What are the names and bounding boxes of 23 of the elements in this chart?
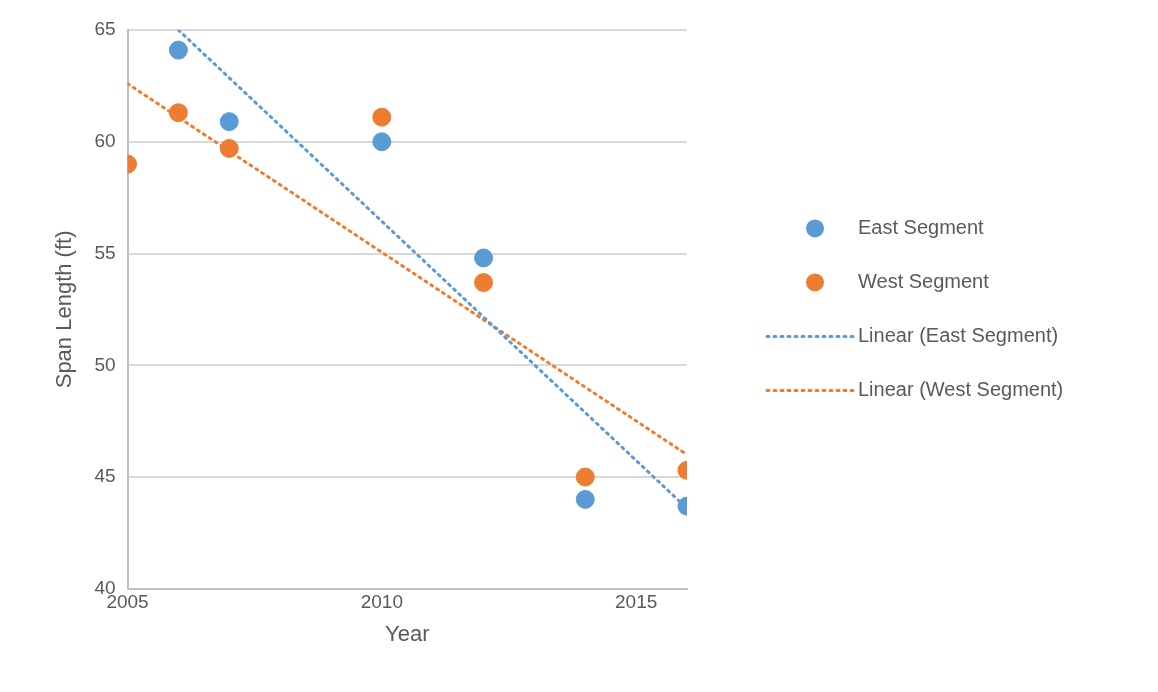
- y-tick-label: 55: [94, 241, 116, 263]
- point: [168, 103, 188, 123]
- point: [474, 248, 494, 268]
- point: [372, 132, 392, 152]
- point: [219, 112, 239, 132]
- legend-label: Linear (East Segment): [858, 323, 1059, 346]
- x-tick-label: 2015: [615, 591, 658, 613]
- point: [575, 489, 595, 509]
- y-tick-label: 65: [94, 18, 116, 40]
- y-tick-label: 60: [94, 129, 116, 151]
- legend-label: Linear (West Segment): [858, 377, 1064, 400]
- point: [372, 107, 392, 127]
- point: [474, 273, 494, 293]
- y-axis-title: Span Length (ft): [51, 230, 77, 389]
- point: [219, 138, 239, 158]
- legend-label: East Segment: [858, 215, 985, 238]
- y-tick-label: 45: [94, 465, 116, 487]
- x-axis-title: Year: [385, 620, 430, 646]
- point: [575, 467, 595, 487]
- point: [168, 40, 188, 60]
- y-tick-label: 50: [94, 353, 116, 375]
- legend-label: West Segment: [858, 269, 990, 292]
- x-tick-label: 2010: [360, 591, 403, 613]
